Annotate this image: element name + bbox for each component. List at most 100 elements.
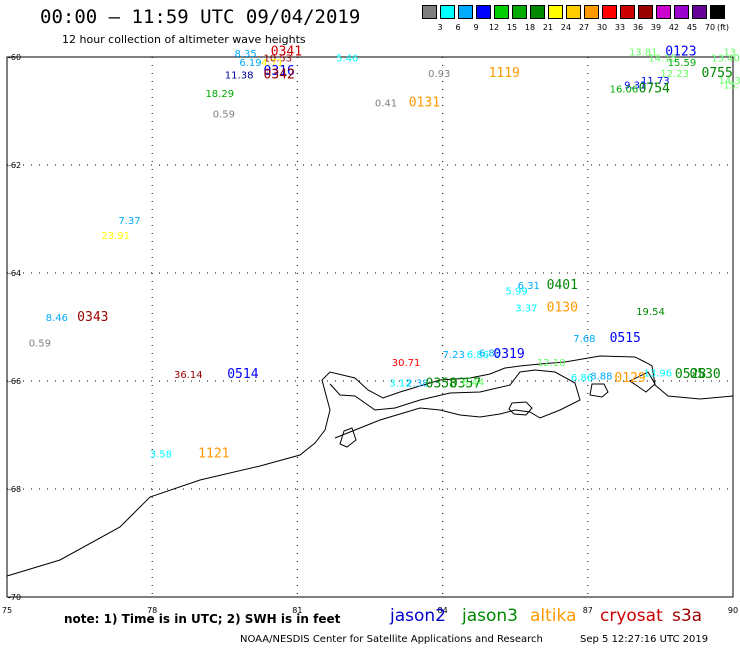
wave-height-value: 8.35	[234, 49, 256, 60]
axis-labels: 75 78 81 84 87 90 -60 -62 -64 -66 -68 -70	[2, 53, 738, 615]
wave-height-value: 13.26	[723, 47, 740, 58]
scale-swatch	[566, 5, 581, 19]
wave-height-value: 6.86	[571, 373, 593, 384]
scale-unit: (ft)	[717, 23, 730, 32]
pass-time-label: 1121	[198, 447, 229, 462]
pass-time-label: 0357	[450, 376, 481, 391]
pass-time-label: 0316	[264, 64, 295, 79]
wave-height-value: 6.86	[467, 350, 489, 361]
wave-height-value: 2.38	[406, 378, 428, 389]
y-tick-label: -60	[8, 53, 21, 62]
ice-island-4	[629, 371, 656, 393]
x-tick-label: 87	[583, 606, 593, 615]
wave-height-value: 11.38	[225, 71, 254, 82]
wave-height-value: 14.15	[648, 53, 677, 64]
wave-height-value: 7.37	[118, 216, 140, 227]
y-tick-label: -70	[8, 593, 21, 602]
pass-time-label: 0129	[614, 371, 645, 386]
wave-height-value: 6.31	[518, 281, 540, 292]
wave-height-value: 0.59	[29, 338, 51, 349]
x-tick-label: 84	[438, 606, 448, 615]
wave-height-value: 8.88	[590, 371, 612, 382]
wave-height-value: 19.54	[636, 307, 665, 318]
scale-swatch	[656, 5, 671, 19]
wave-height-value: 8.46	[46, 313, 68, 324]
pass-time-label: 0530	[689, 367, 720, 382]
chart-subtitle: 12 hour collection of altimeter wave hei…	[62, 33, 306, 46]
scale-swatch	[494, 5, 509, 19]
scale-label: 6	[455, 23, 461, 32]
pass-time-label: 1119	[489, 66, 520, 81]
pass-time-label: 0515	[610, 331, 641, 346]
scale-label: 70	[704, 23, 716, 32]
scale-label: 39	[650, 23, 662, 32]
scale-label: 15	[506, 23, 518, 32]
wave-height-value: 36.14	[174, 370, 203, 381]
pass-time-label: 0514	[227, 367, 258, 382]
map-frame	[6, 56, 734, 598]
scale-label: 27	[578, 23, 590, 32]
antarctic-coastline	[6, 355, 734, 577]
wave-height-value: 3.12	[389, 378, 411, 389]
wave-height-value: 13.81	[629, 47, 658, 58]
wave-height-value: 0.41	[375, 99, 397, 110]
scale-label: 36	[632, 23, 644, 32]
pass-time-label: 0755	[702, 66, 733, 81]
wave-height-value: 14.33	[718, 76, 740, 87]
x-tick-label: 90	[728, 606, 738, 615]
wave-height-value: 13.96	[643, 369, 672, 380]
pass-time-label: 0401	[547, 278, 578, 293]
pass-time-label: 0754	[639, 82, 670, 97]
pass-time-label: 0341	[271, 44, 302, 59]
scale-swatch	[692, 5, 707, 19]
wave-height-value: 6.83	[479, 349, 501, 360]
scale-label: 33	[614, 23, 626, 32]
satellite-cryosat: cryosat	[600, 606, 663, 626]
wave-height-value: 10.53	[264, 53, 293, 64]
wave-height-value: 15.59	[668, 58, 697, 69]
satellite-jason2: jason2	[390, 606, 446, 626]
coastline-inlet	[329, 369, 581, 439]
pass-time-label: 0131	[409, 96, 440, 111]
scale-swatch	[584, 5, 599, 19]
x-tick-label: 75	[2, 606, 12, 615]
satellite-altika: altika	[530, 606, 577, 626]
y-tick-label: -62	[8, 161, 21, 170]
wave-height-value: 15.	[723, 80, 739, 91]
footer-note: note: 1) Time is in UTC; 2) SWH is in fe…	[64, 612, 341, 626]
wave-height-value: 3.37	[515, 303, 537, 314]
scale-swatch	[530, 5, 545, 19]
ice-island-3	[589, 383, 609, 398]
scale-swatch	[638, 5, 653, 19]
scale-label: 45	[686, 23, 698, 32]
wave-height-value: 6.19	[239, 58, 261, 69]
scale-swatch	[620, 5, 635, 19]
scale-swatch	[602, 5, 617, 19]
scale-swatch	[458, 5, 473, 19]
wave-height-value: 23.91	[101, 231, 130, 242]
scale-label: 24	[560, 23, 572, 32]
wave-height-value: 12.23	[660, 69, 689, 80]
wave-height-value: 18.29	[205, 89, 234, 100]
pass-time-label: 0343	[77, 310, 108, 325]
scale-swatch	[440, 5, 455, 19]
wave-height-value: 7.23	[443, 350, 465, 361]
scale-swatch	[476, 5, 491, 19]
scale-label: 12	[488, 23, 500, 32]
pass-time-label: 0342	[264, 68, 295, 83]
ice-island-2	[508, 401, 533, 416]
wave-height-value: 13.40	[711, 53, 740, 64]
grid-lines	[7, 57, 733, 597]
pass-time-label: 0123	[665, 44, 696, 59]
scale-label: 30	[596, 23, 608, 32]
scale-label: 18	[524, 23, 536, 32]
wave-height-value: 12.10	[537, 358, 566, 369]
satellite-jason3: jason3	[462, 606, 518, 626]
scale-swatch	[548, 5, 563, 19]
pass-time-label: 0358	[426, 376, 457, 391]
x-tick-label: 78	[147, 606, 157, 615]
y-tick-label: -66	[8, 377, 21, 386]
wave-height-value: 0.59	[213, 109, 235, 120]
wave-height-value: 6.44	[462, 377, 484, 388]
